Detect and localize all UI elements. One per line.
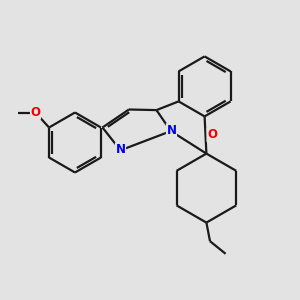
Text: O: O <box>31 106 40 119</box>
Text: N: N <box>116 143 125 156</box>
Text: O: O <box>207 128 217 142</box>
Text: N: N <box>167 124 176 137</box>
